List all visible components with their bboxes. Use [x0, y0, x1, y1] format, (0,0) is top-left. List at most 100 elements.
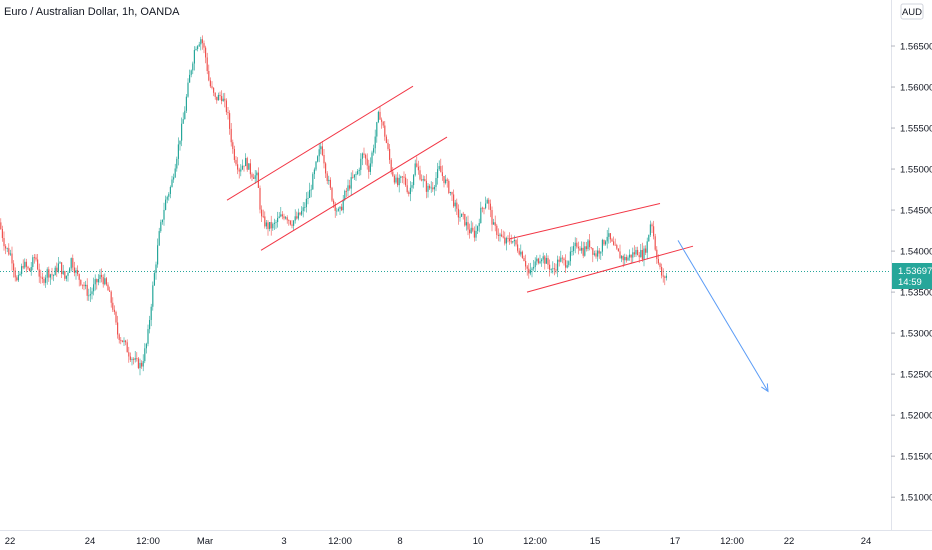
- candle-body: [520, 251, 522, 255]
- time-tick-label: 12:00: [328, 536, 352, 547]
- candle-body: [613, 241, 615, 245]
- candle-body: [609, 233, 611, 240]
- candle-body: [408, 192, 410, 195]
- candle-body: [441, 172, 443, 177]
- candle-body: [64, 271, 66, 279]
- trendline[interactable]: [226, 85, 414, 201]
- candle-body: [128, 352, 130, 357]
- candle-body: [336, 210, 338, 212]
- forecast-arrow[interactable]: [677, 240, 769, 392]
- candle-body: [472, 227, 474, 231]
- trendline[interactable]: [526, 245, 694, 293]
- candle-body: [358, 169, 360, 172]
- arrow-head: [761, 383, 769, 393]
- candle-body: [393, 175, 395, 183]
- price-axis[interactable]: 1.56500 1.56000 1.55500 1.55000 1.54500 1.540…: [891, 42, 932, 504]
- candle-body: [272, 223, 274, 229]
- time-tick-label: 17: [670, 536, 681, 547]
- candle-body: [489, 203, 491, 211]
- candle-body: [456, 202, 458, 209]
- candle-body: [5, 246, 7, 249]
- time-tick-label: 10: [473, 536, 484, 547]
- candle-body: [99, 274, 101, 279]
- candle-body: [241, 165, 243, 170]
- candle-body: [627, 257, 629, 261]
- candle-body: [22, 266, 24, 268]
- candle-body: [433, 186, 435, 190]
- candle-body: [601, 239, 603, 252]
- candle-body: [97, 278, 99, 283]
- candle-body: [621, 256, 623, 259]
- time-axis[interactable]: 22 24 12:00 Mar 3 12:00 8 10 12:00 15 17 12:00 22 24: [5, 536, 872, 547]
- candle-body: [51, 274, 53, 276]
- candle-body: [134, 358, 136, 360]
- candle-body: [563, 258, 565, 261]
- candle-body: [133, 358, 135, 360]
- candle-body: [366, 158, 368, 166]
- candle-body: [435, 178, 437, 187]
- candle-body: [464, 213, 466, 226]
- candle-body: [78, 274, 80, 280]
- candle-body: [470, 227, 472, 234]
- price-tick-label: 1.53000: [900, 329, 932, 340]
- candle-body: [46, 269, 48, 278]
- countdown-label: 14:59: [898, 277, 922, 288]
- candle-body: [281, 214, 283, 217]
- candle-body: [249, 163, 251, 175]
- trendline[interactable]: [509, 203, 661, 240]
- candle-body: [14, 270, 16, 278]
- candle-body: [62, 271, 64, 275]
- candle-body: [445, 179, 447, 184]
- currency-badge[interactable]: AUD: [900, 3, 924, 20]
- trendline[interactable]: [260, 136, 448, 251]
- candle-body: [19, 273, 21, 276]
- candle-body: [323, 154, 325, 164]
- candle-body: [267, 222, 269, 229]
- drawings-layer[interactable]: [226, 85, 769, 393]
- candle-body: [478, 223, 480, 227]
- candle-body: [240, 169, 242, 172]
- candle-body: [273, 222, 275, 224]
- candle-body: [365, 154, 367, 159]
- candle-body: [213, 87, 215, 93]
- candle-body: [417, 166, 419, 171]
- candle-body: [214, 92, 216, 97]
- candle-body: [448, 180, 450, 193]
- candle-body: [3, 238, 5, 247]
- candle-body: [57, 263, 59, 272]
- candle-body: [177, 144, 179, 159]
- candle-body: [643, 248, 645, 260]
- candle-body: [467, 222, 469, 230]
- candle-body: [389, 148, 391, 160]
- candle-body: [129, 356, 131, 360]
- candle-body: [225, 100, 227, 113]
- candle-body: [227, 112, 229, 114]
- candle-body: [56, 267, 58, 272]
- candle-body: [166, 196, 168, 200]
- candle-body: [577, 246, 579, 249]
- candle-body: [182, 119, 184, 124]
- candle-body: [38, 269, 40, 277]
- candle-body: [449, 191, 451, 193]
- candle-body: [185, 96, 187, 111]
- candle-body: [86, 284, 88, 296]
- price-tick-label: 1.55500: [900, 124, 932, 135]
- candle-body: [592, 248, 594, 255]
- price-tick-label: 1.56500: [900, 42, 932, 53]
- candle-body: [587, 240, 589, 250]
- candle-body: [398, 177, 400, 186]
- candle-body: [259, 187, 261, 210]
- candle-body: [537, 258, 539, 264]
- candle-body: [547, 258, 549, 265]
- candle-body: [329, 179, 331, 188]
- candle-body: [139, 362, 141, 369]
- candle-body: [552, 268, 554, 270]
- candle-body: [238, 169, 240, 172]
- candle-body: [48, 269, 50, 278]
- candle-body: [30, 266, 32, 271]
- candle-body: [320, 146, 322, 150]
- candle-body: [481, 207, 483, 209]
- candle-body: [376, 122, 378, 137]
- candle-body: [83, 284, 85, 287]
